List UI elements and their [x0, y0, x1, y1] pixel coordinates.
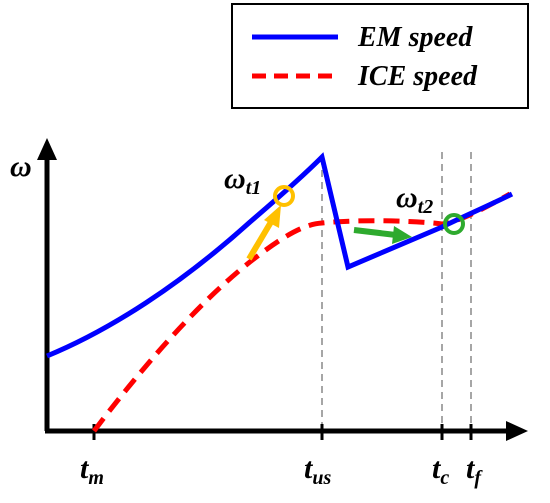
annotation-arrow-wt2	[353, 226, 412, 244]
y-axis-label: ω	[10, 150, 32, 183]
annotation-label-wt1: ωt1	[224, 162, 261, 199]
tick-label-tc: tc	[432, 452, 449, 489]
legend-label-em: EM speed	[357, 22, 473, 53]
tick-label-tm: tm	[80, 452, 104, 489]
axes: ω	[10, 138, 528, 441]
tick-labels: tm tus tc tf	[80, 452, 483, 489]
legend-box	[231, 3, 529, 109]
annotation-arrow-wt1	[246, 205, 281, 261]
legend: EM speed ICE speed	[231, 3, 529, 109]
ticks	[92, 424, 473, 440]
annotation-label-wt2: ωt2	[396, 181, 433, 218]
tick-label-tf: tf	[466, 452, 483, 489]
x-axis-arrow	[506, 421, 528, 441]
marker-wt2	[443, 213, 465, 235]
legend-label-ice: ICE speed	[357, 61, 478, 92]
y-axis-arrow	[37, 138, 57, 160]
tick-label-tus: tus	[304, 452, 331, 489]
series-ice-speed	[92, 191, 512, 433]
guide-lines	[321, 152, 472, 431]
marker-wt1	[273, 185, 295, 207]
